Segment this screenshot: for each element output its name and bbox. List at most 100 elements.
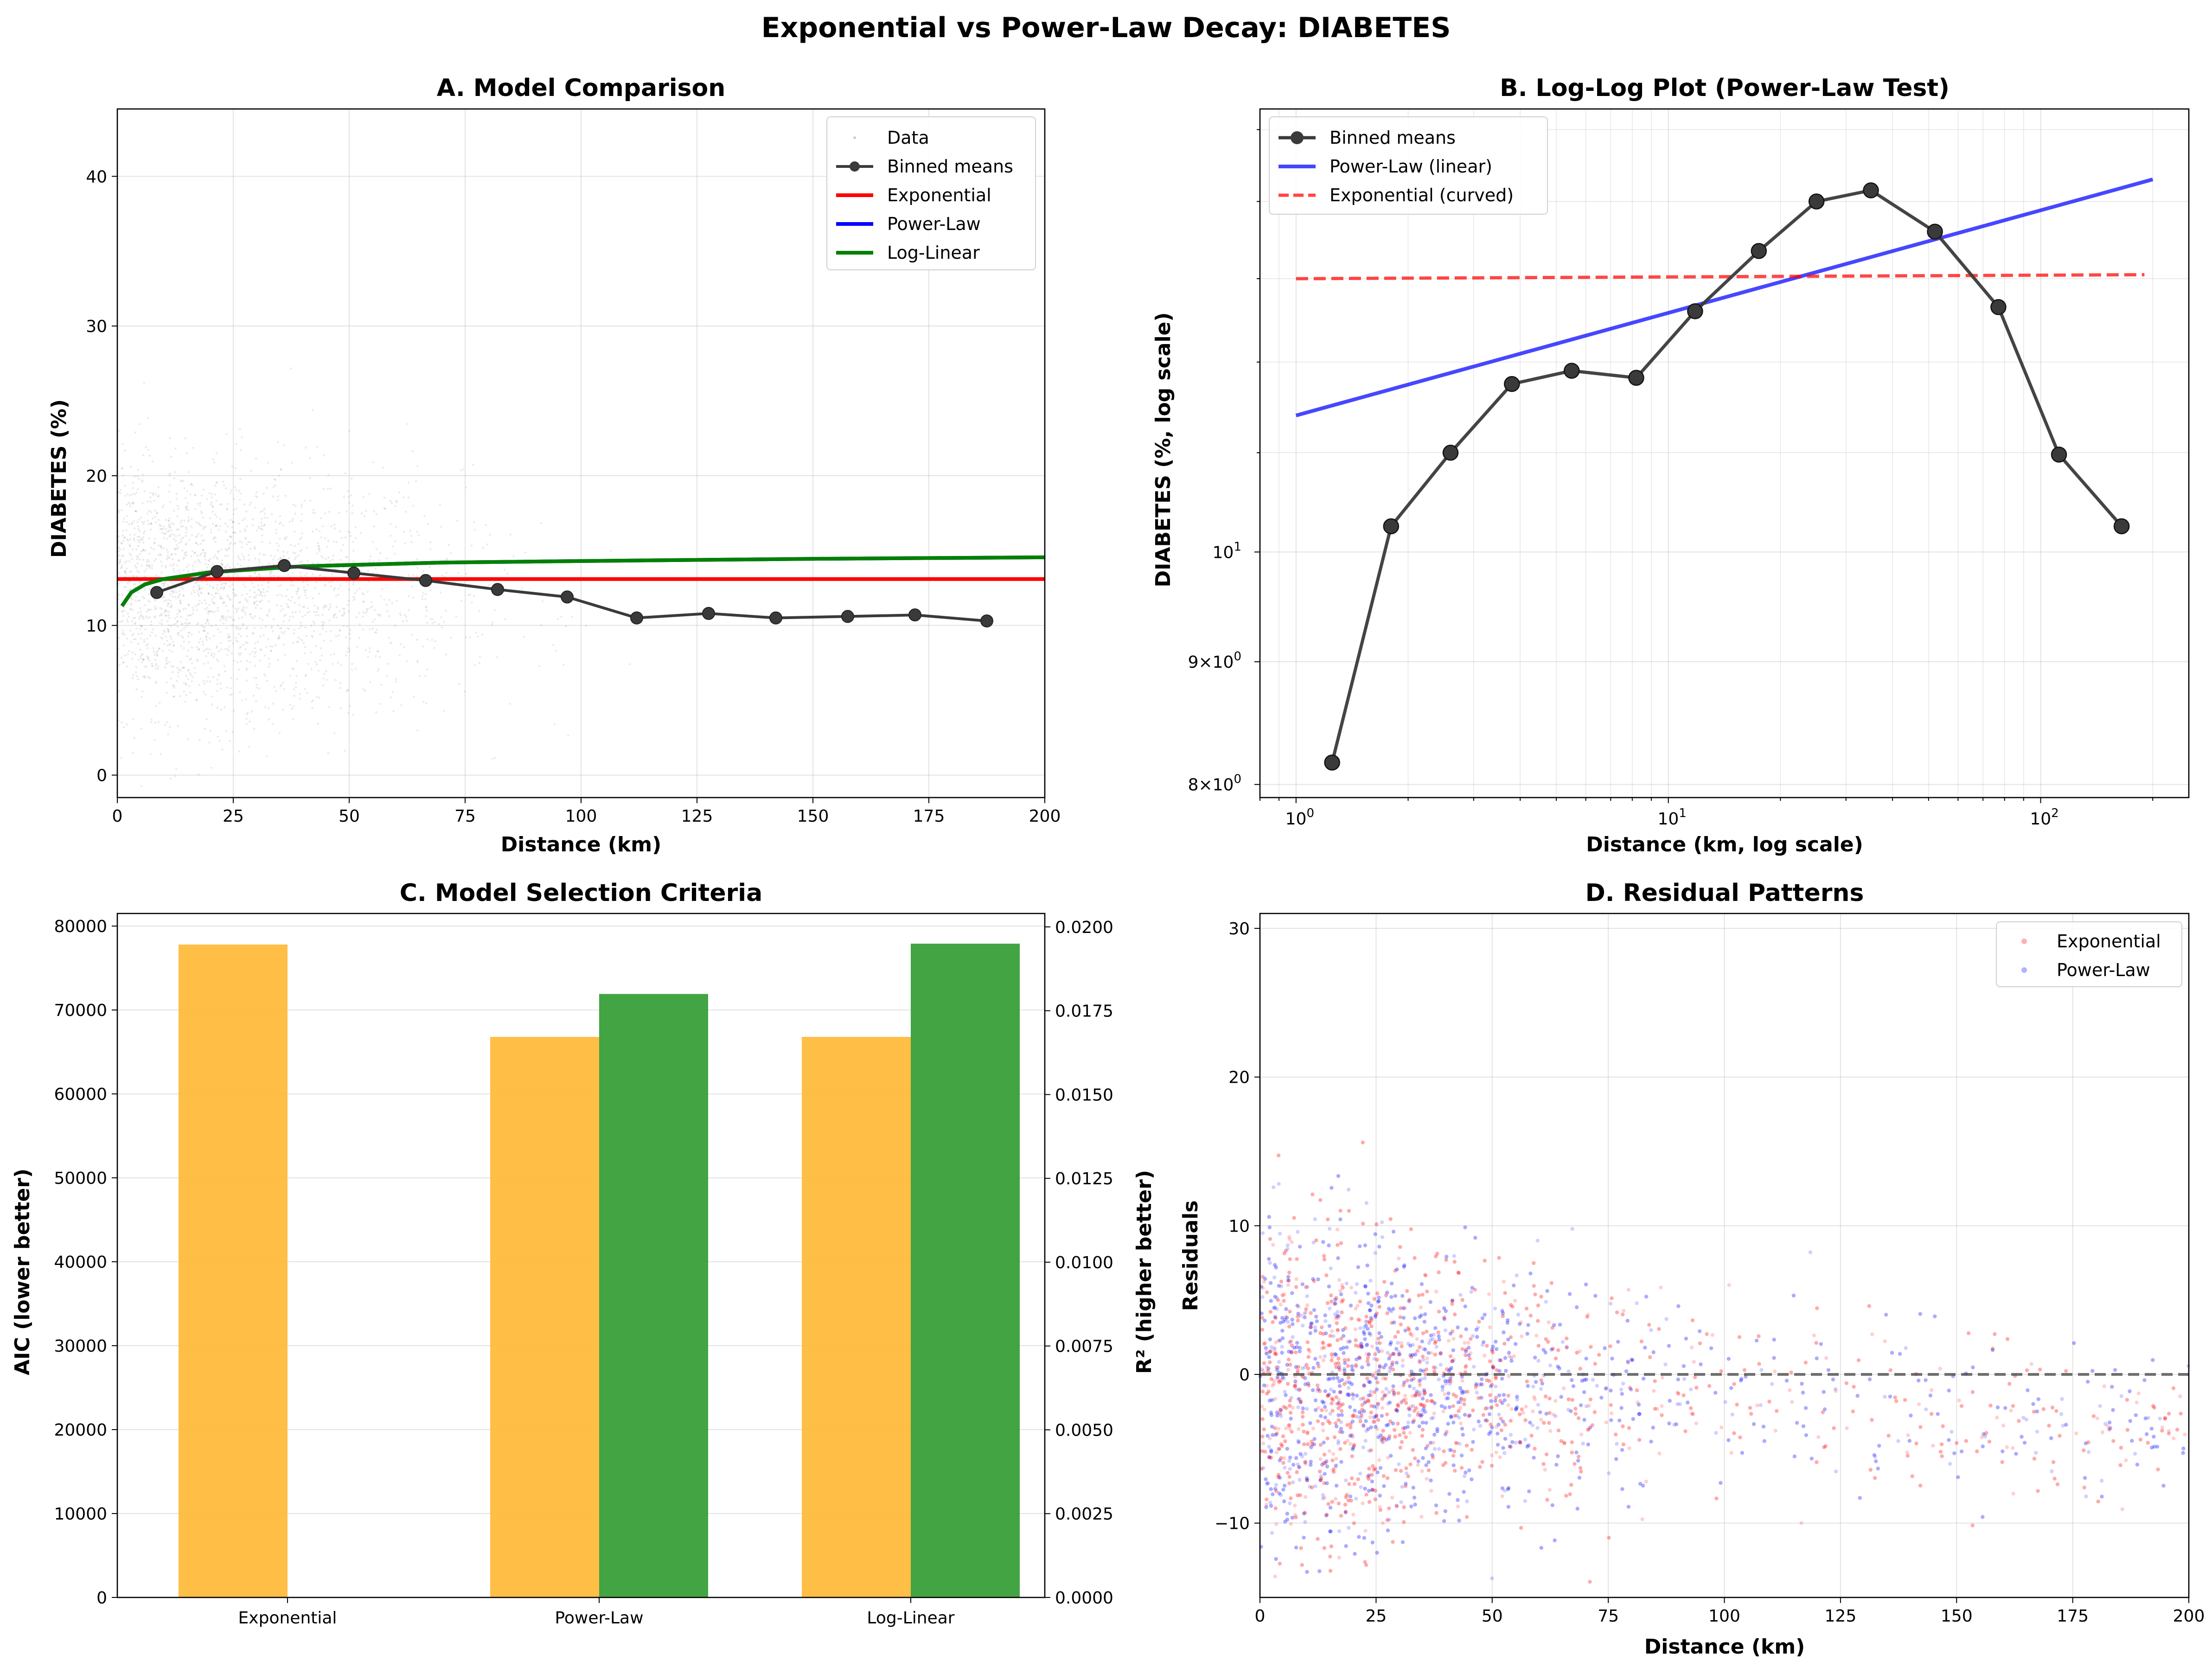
power-law-residual [1451,1420,1456,1424]
data-point [142,658,145,661]
exponential-residual [1647,1322,1651,1327]
data-point [299,550,301,552]
data-point [234,486,237,488]
power-law-residual [1374,1376,1378,1380]
data-point [137,612,140,614]
data-point [261,584,263,586]
data-point [155,664,157,667]
data-point [425,607,427,609]
power-law-residual [1472,1365,1476,1369]
data-point [154,493,157,495]
power-law-residual [1394,1347,1399,1351]
power-law-residual [1370,1488,1375,1492]
data-point [242,519,244,521]
exponential-residual [2038,1367,2042,1372]
data-point [172,640,174,643]
data-point [323,605,326,607]
data-point [254,652,256,655]
data-point [148,566,151,569]
exponential-residual [2160,1425,2165,1430]
exponential-residual [2064,1369,2068,1373]
data-point [183,647,185,649]
data-point [209,585,211,587]
data-point [151,665,153,667]
exponential-residual [1905,1450,1909,1455]
data-point [272,563,275,566]
data-point [165,599,167,601]
data-point [422,700,425,703]
data-point [192,589,195,591]
exponential-residual [1434,1511,1438,1515]
data-point [229,598,231,600]
data-point [157,554,160,556]
data-point [276,542,278,545]
data-point [225,616,228,619]
panel-a-title: A. Model Comparison [437,74,726,102]
data-point [134,533,136,536]
data-point [279,537,281,540]
exponential-residual [1569,1483,1573,1487]
data-point [304,626,307,629]
data-point [521,587,523,590]
exponential-residual [1296,1365,1301,1369]
data-point [198,648,200,651]
power-law-residual [1264,1505,1268,1509]
data-point [264,675,267,677]
data-point [275,520,277,523]
data-point [242,610,244,613]
exponential-residual [1385,1311,1389,1316]
data-point [229,740,231,742]
data-point [126,603,129,605]
data-point [333,588,335,591]
data-point [282,550,285,553]
power-law-residual [1364,1201,1368,1205]
power-law-residual [1480,1316,1484,1321]
data-point [338,610,341,613]
data-point [176,528,178,530]
data-point [227,633,230,636]
data-point [249,720,251,723]
data-point [150,511,152,513]
data-point [244,530,246,532]
data-point [148,608,150,611]
power-law-residual [1795,1421,1799,1425]
data-point [193,551,196,554]
data-point [128,501,130,504]
data-point [183,690,185,693]
power-law-residual [1340,1413,1344,1417]
power-law-residual [1432,1432,1437,1437]
data-point [279,593,281,596]
data-point [148,537,151,540]
data-point [445,609,447,612]
data-point [164,610,167,612]
data-point [226,503,229,505]
data-point [136,555,138,557]
data-point [464,690,466,693]
power-law-residual [1686,1400,1690,1405]
power-law-residual [1619,1387,1624,1392]
exponential-residual [1498,1455,1502,1459]
data-point [198,773,200,776]
power-law-residual [1440,1388,1445,1392]
data-point [142,454,145,457]
data-point [157,519,160,521]
data-point [165,635,167,638]
power-law-residual [1490,1576,1494,1581]
exponential-residual [1273,1574,1277,1579]
legend-label: Exponential [887,185,991,205]
data-point [294,601,296,604]
power-law-residual [1464,1470,1468,1475]
power-law-residual [1459,1453,1464,1458]
power-law-residual [1283,1318,1287,1322]
data-point [190,593,192,595]
data-point [160,614,163,616]
exponential-residual [1343,1502,1348,1507]
data-point [249,575,252,577]
power-law-residual [1502,1398,1507,1402]
data-point [283,631,286,633]
data-point [119,561,121,563]
data-point [127,612,129,615]
exponential-residual [1373,1488,1377,1493]
data-point [132,651,134,653]
